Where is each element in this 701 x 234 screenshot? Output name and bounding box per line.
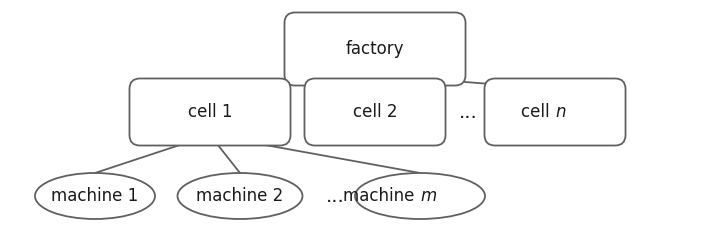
- Ellipse shape: [355, 173, 485, 219]
- Ellipse shape: [35, 173, 155, 219]
- Text: machine: machine: [343, 187, 420, 205]
- Text: factory: factory: [346, 40, 404, 58]
- Text: cell 2: cell 2: [353, 103, 397, 121]
- Ellipse shape: [177, 173, 303, 219]
- Text: m: m: [420, 187, 436, 205]
- Text: cell 1: cell 1: [188, 103, 232, 121]
- Text: machine 1: machine 1: [51, 187, 139, 205]
- Text: ...: ...: [458, 102, 477, 121]
- FancyBboxPatch shape: [130, 78, 290, 146]
- Text: machine 2: machine 2: [196, 187, 284, 205]
- Text: ...: ...: [326, 186, 344, 205]
- Text: cell: cell: [521, 103, 555, 121]
- FancyBboxPatch shape: [285, 12, 465, 85]
- Text: n: n: [555, 103, 566, 121]
- FancyBboxPatch shape: [304, 78, 446, 146]
- FancyBboxPatch shape: [484, 78, 625, 146]
